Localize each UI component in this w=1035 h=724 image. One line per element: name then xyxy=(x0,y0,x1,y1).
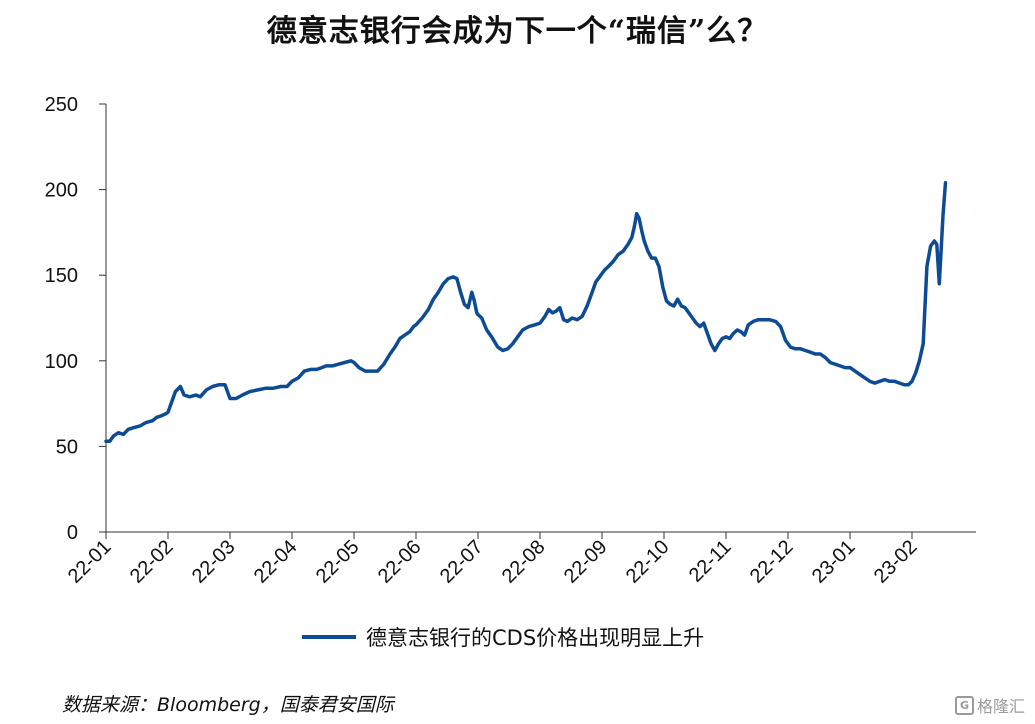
x-tick-label: 22-11 xyxy=(685,536,736,587)
y-tick-label: 0 xyxy=(67,522,78,544)
x-tick-label: 22-02 xyxy=(126,536,178,588)
x-tick-label: 23-01 xyxy=(808,536,860,588)
watermark: G 格隆汇 xyxy=(955,693,1025,717)
y-tick-label: 50 xyxy=(56,436,78,458)
x-tick-label: 22-03 xyxy=(188,536,240,588)
watermark-logo-icon: G xyxy=(955,695,974,715)
y-tick-label: 200 xyxy=(45,180,78,202)
x-tick-label: 22-09 xyxy=(560,536,612,588)
x-tick-label: 23-02 xyxy=(870,536,922,588)
x-tick-label: 22-05 xyxy=(312,536,364,588)
watermark-text: 格隆汇 xyxy=(977,697,1026,716)
y-tick-label: 150 xyxy=(45,265,78,287)
x-axis: 22-01 22-02 22-03 22-04 22-05 22-06 22-07 22-08… xyxy=(64,531,976,588)
x-tick-label: 22-12 xyxy=(746,536,798,588)
x-tick-label: 22-10 xyxy=(622,536,674,588)
y-tick-label: 250 xyxy=(45,94,78,116)
chart-title: 德意志银行会成为下一个“瑞信”么？ xyxy=(266,14,769,49)
series-line xyxy=(104,181,948,444)
x-tick-label: 22-08 xyxy=(498,536,550,588)
x-tick-label: 22-07 xyxy=(436,536,488,588)
y-axis: 0 50 100 150 200 250 xyxy=(45,94,107,544)
y-tick-label: 100 xyxy=(45,351,78,373)
legend-label: 德意志银行的CDS价格出现明显上升 xyxy=(366,626,704,650)
series-layer xyxy=(104,181,948,444)
x-tick-label: 22-06 xyxy=(374,536,426,588)
x-tick-label: 22-04 xyxy=(250,536,302,588)
legend: 德意志银行的CDS价格出现明显上升 xyxy=(302,626,704,650)
source-note: 数据来源：Bloomberg，国泰君安国际 xyxy=(62,694,394,716)
